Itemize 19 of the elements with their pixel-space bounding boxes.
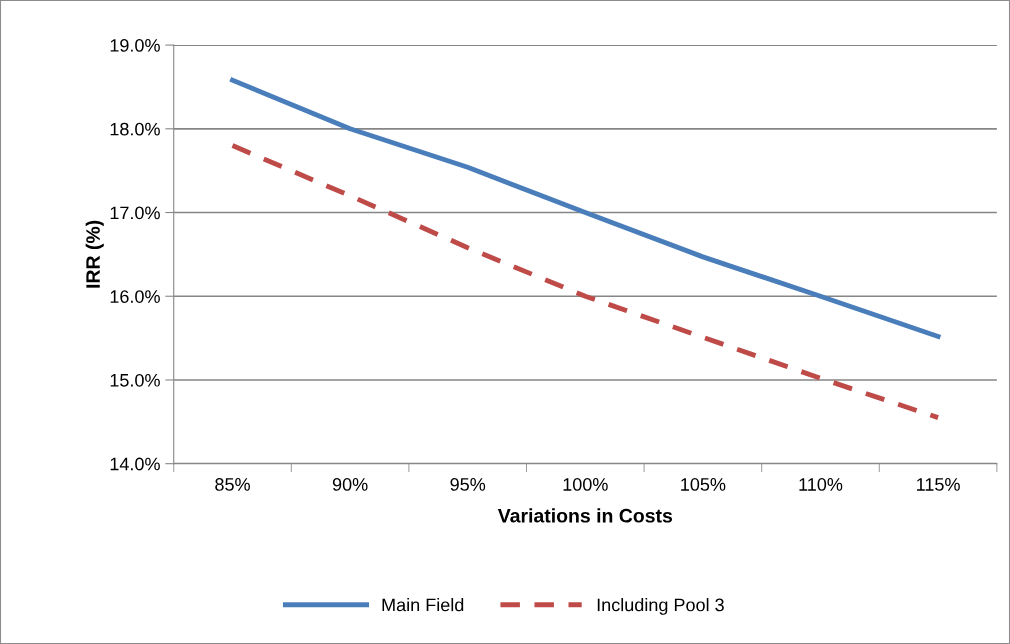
x-tick-label: 105% [681, 478, 726, 491]
y-tick-label: 19.0% [110, 39, 160, 52]
x-axis-title: Variations in Costs [497, 508, 673, 523]
line-series [230, 143, 941, 421]
y-axis-title: IRR (%) [85, 220, 104, 288]
x-tick-label: 85% [215, 478, 250, 491]
line-series [230, 77, 941, 339]
x-tick-label: 115% [917, 478, 960, 491]
y-tick-label: 18.0% [110, 122, 160, 136]
x-tick-label: 110% [799, 478, 843, 491]
y-tick-label: 17.0% [110, 206, 160, 220]
y-tick-label: 14.0% [110, 457, 160, 471]
x-tick-label: 95% [450, 478, 486, 491]
legend-label: Main Field [382, 598, 464, 612]
x-tick-label: 90% [332, 478, 368, 491]
x-tick-label: 100% [563, 478, 608, 491]
legend-label: Including Pool 3 [597, 598, 724, 615]
y-tick-label: 15.0% [110, 373, 160, 387]
y-tick-label: 16.0% [110, 290, 160, 303]
